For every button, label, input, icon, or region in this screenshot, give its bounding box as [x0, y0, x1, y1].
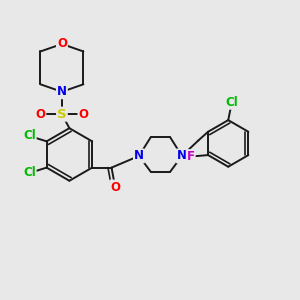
Text: F: F [187, 150, 195, 163]
Text: N: N [177, 149, 187, 163]
Text: Cl: Cl [225, 96, 238, 109]
Text: O: O [78, 108, 88, 121]
Text: Cl: Cl [23, 167, 36, 179]
Text: Cl: Cl [23, 130, 36, 142]
Text: O: O [35, 108, 45, 121]
Text: N: N [57, 85, 67, 98]
Text: S: S [57, 108, 67, 121]
Text: N: N [134, 149, 144, 163]
Text: O: O [110, 181, 120, 194]
Text: O: O [57, 38, 67, 50]
